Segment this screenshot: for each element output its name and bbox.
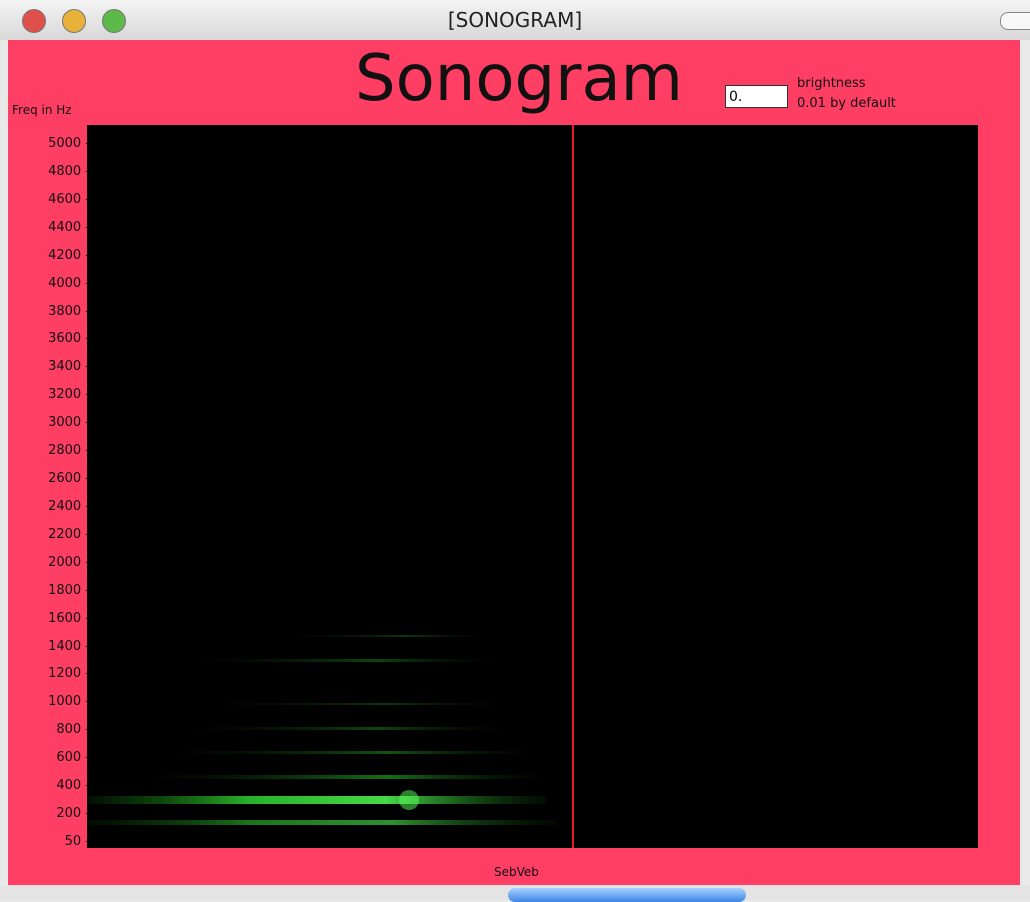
freq-label: 3000 - [10,415,90,430]
spectral-band [287,635,487,637]
freq-label: 4000 - [10,276,90,291]
freq-label: 3600 - [10,331,90,346]
freq-label: 600 - [10,750,90,765]
freq-label: 2400 - [10,499,90,514]
brightness-number-box[interactable]: 0. [725,85,788,108]
heading: Sonogram [355,42,683,116]
freq-label: 2000 - [10,555,90,570]
freq-label: 1800 - [10,583,90,598]
freq-label: 400 - [10,778,90,793]
page: Sonogram {"window": {"title": "[SONOGRAM… [0,0,1030,900]
freq-label: 1000 - [10,694,90,709]
spectral-band [147,775,547,779]
freq-label: 2600 - [10,471,90,486]
freq-label: 4800 - [10,164,90,179]
freq-label: 3200 - [10,387,90,402]
freq-label: 4600 - [10,192,90,207]
spectral-band [207,703,507,705]
display-background [87,125,978,848]
freq-label: 4400 - [10,220,90,235]
brightness-label: brightness [797,76,866,91]
spectral-band [87,796,547,804]
freq-label: 2200 - [10,527,90,542]
freq-label: 50 - [10,834,90,849]
freq-label: 2800 - [10,443,90,458]
freq-label: 1200 - [10,666,90,681]
brightness-default: 0.01 by default [797,96,896,111]
footer-credit: SebVeb [494,865,539,879]
axis-label: Freq in Hz [12,103,72,117]
toolbar-button[interactable] [1000,12,1030,30]
screen: [SONOGRAM] Sonogram 0. brightness 0.01 b… [0,0,1030,900]
spectral-peak [399,790,419,810]
spectral-band [197,659,497,662]
window-title: [SONOGRAM] [0,8,1030,32]
freq-label: 200 - [10,806,90,821]
spectral-band [167,751,537,754]
freq-label: 3800 - [10,304,90,319]
freq-label: 800 - [10,722,90,737]
spectral-band [87,820,557,825]
freq-label: 5000 - [10,136,90,151]
sonogram-display [87,125,978,848]
freq-label: 4200 - [10,248,90,263]
freq-label: 1400 - [10,639,90,654]
freq-label: 1600 - [10,611,90,626]
freq-label: 3400 - [10,359,90,374]
spectral-band [187,727,507,730]
